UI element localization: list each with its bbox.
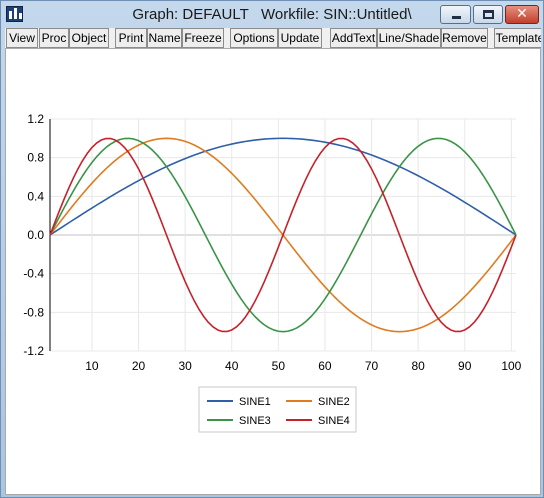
close-icon: ✕: [516, 6, 528, 22]
x-tick-label: 70: [365, 359, 379, 373]
maximize-icon: [483, 10, 494, 19]
graph-toolbar: View Proc Object Print Name Freeze Optio…: [5, 28, 541, 48]
legend-label: SINE2: [318, 396, 350, 408]
y-tick-label: -0.4: [23, 267, 44, 281]
view-button[interactable]: View: [6, 28, 38, 48]
eviews-graph-icon[interactable]: [6, 6, 23, 22]
minimize-button[interactable]: [440, 5, 471, 24]
series-line-sine1: [49, 137, 517, 236]
series-line-sine3: [49, 137, 517, 333]
y-tick-label: 0.4: [27, 189, 44, 203]
object-button[interactable]: Object: [69, 28, 109, 48]
series-line-sine4: [49, 137, 517, 333]
x-tick-label: 60: [318, 359, 332, 373]
maximize-button[interactable]: [473, 5, 503, 24]
addtext-button[interactable]: AddText: [330, 28, 377, 48]
remove-button[interactable]: Remove: [441, 28, 488, 48]
template-button[interactable]: Template: [494, 28, 541, 48]
y-tick-label: 1.2: [27, 112, 44, 126]
title-bar[interactable]: Graph: DEFAULT Workfile: SIN::Untitled\ …: [1, 1, 543, 28]
y-tick-label: -1.2: [23, 344, 44, 358]
line-shade-button[interactable]: Line/Shade: [377, 28, 441, 48]
x-tick-label: 40: [225, 359, 239, 373]
y-tick-label: -0.8: [23, 305, 44, 319]
line-chart: 1.2 0.8 0.4 0.0 -0.4 -0.8 -1.2 10 20 30 40 50 60 70 80…: [23, 112, 522, 433]
legend-box: [198, 386, 357, 433]
x-tick-label: 80: [411, 359, 425, 373]
x-tick-label: 30: [178, 359, 192, 373]
print-button[interactable]: Print: [115, 28, 147, 48]
close-button[interactable]: ✕: [505, 5, 539, 24]
x-tick-label: 90: [458, 359, 472, 373]
x-tick-label: 50: [272, 359, 286, 373]
legend-label: SINE3: [239, 415, 271, 427]
window-title: Graph: DEFAULT Workfile: SIN::Untitled\: [132, 6, 412, 23]
y-tick-label: 0.0: [27, 228, 44, 242]
options-button[interactable]: Options: [230, 28, 278, 48]
freeze-button[interactable]: Freeze: [182, 28, 224, 48]
legend-label: SINE4: [318, 415, 350, 427]
y-tick-label: 0.8: [27, 151, 44, 165]
update-button[interactable]: Update: [278, 28, 322, 48]
x-tick-label: 100: [501, 359, 521, 373]
x-tick-label: 10: [85, 359, 99, 373]
x-tick-label: 20: [132, 359, 146, 373]
legend-label: SINE1: [239, 396, 271, 408]
proc-button[interactable]: Proc: [39, 28, 69, 48]
minimize-icon: [452, 16, 461, 19]
name-button[interactable]: Name: [147, 28, 182, 48]
graph-area[interactable]: 1.2 0.8 0.4 0.0 -0.4 -0.8 -1.2 10 20 30 40 50 60 70 80…: [5, 48, 541, 495]
